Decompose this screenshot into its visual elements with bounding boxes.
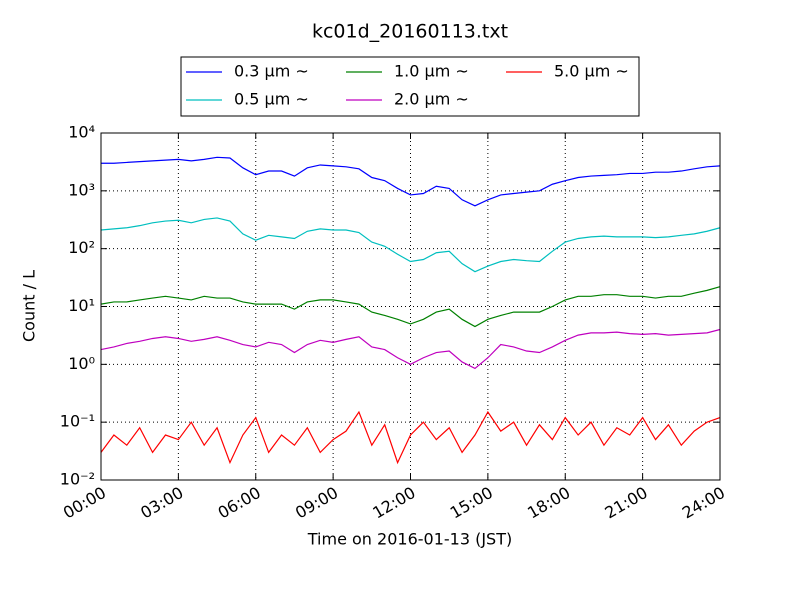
series-line [100, 328, 721, 370]
y-tick-label: 10⁰ [68, 354, 95, 373]
legend-label: 2.0 μm ~ [394, 90, 469, 109]
x-tick-label: 03:00 [137, 483, 186, 523]
x-tick-label: 21:00 [601, 483, 650, 523]
y-tick-label: 10⁴ [68, 123, 95, 142]
series-line [101, 156, 721, 207]
legend-box [180, 56, 640, 117]
x-tick-label: 18:00 [524, 483, 573, 523]
x-axis-label: Time on 2016-01-13 (JST) [307, 530, 512, 549]
legend-label: 0.5 μm ~ [234, 90, 309, 109]
x-tick-label: 15:00 [447, 483, 496, 523]
y-tick-label: 10³ [68, 180, 95, 199]
x-tick-label: 24:00 [679, 483, 728, 523]
plot-frame [100, 132, 721, 481]
legend-label: 0.3 μm ~ [234, 62, 309, 81]
x-tick-label: 00:00 [60, 483, 109, 523]
y-tick-label: 10² [68, 238, 95, 257]
x-tick-label: 06:00 [215, 483, 264, 523]
x-tick-label: 09:00 [292, 483, 341, 523]
series-line [100, 410, 721, 465]
chart-title: kc01d_20160113.txt [312, 21, 508, 43]
y-tick-label: 10⁻¹ [60, 412, 95, 431]
x-tick-label: 12:00 [369, 483, 418, 523]
series-line [100, 286, 721, 328]
legend-label: 1.0 μm ~ [394, 62, 469, 81]
series-line [100, 217, 721, 273]
y-axis-label: Count / L [20, 270, 39, 342]
y-tick-label: 10⁻² [60, 470, 95, 489]
y-tick-label: 10¹ [68, 296, 95, 315]
legend-label: 5.0 μm ~ [554, 62, 629, 81]
